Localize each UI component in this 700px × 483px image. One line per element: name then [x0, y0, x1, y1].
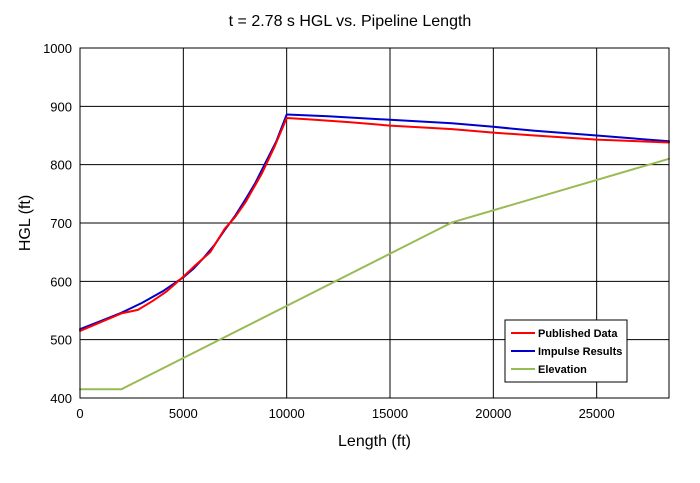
- plot-area-border: [79, 47, 670, 399]
- series-layer: [79, 113, 670, 391]
- y-tick-label-600: 600: [50, 274, 72, 289]
- x-axis-title: Length (ft): [338, 433, 411, 450]
- x-tick-label-25000: 25000: [579, 406, 615, 421]
- legend-items: Published Data Impulse Results Elevation: [511, 328, 622, 376]
- tick-labels: 0 5000 10000 15000 20000 25000 400 500 600 700 800…: [43, 41, 615, 421]
- series-line-impulse-results: [79, 113, 670, 331]
- legend-label-impulse-results: Impulse Results: [538, 346, 622, 358]
- y-tick-label-500: 500: [50, 333, 72, 348]
- series-line-published-data: [79, 117, 670, 332]
- legend-label-published-data: Published Data: [538, 328, 618, 340]
- x-tick-label-20000: 20000: [475, 406, 511, 421]
- y-tick-label-400: 400: [50, 391, 72, 406]
- y-tick-label-700: 700: [50, 216, 72, 231]
- x-tick-label-0: 0: [76, 406, 83, 421]
- y-tick-label-900: 900: [50, 99, 72, 114]
- y-tick-label-1000: 1000: [43, 41, 72, 56]
- x-tick-label-15000: 15000: [372, 406, 408, 421]
- series-line-elevation: [79, 157, 670, 391]
- legend: Published Data Impulse Results Elevation: [504, 319, 628, 383]
- y-axis-title: HGL (ft): [17, 195, 34, 251]
- chart-title: t = 2.78 s HGL vs. Pipeline Length: [229, 13, 472, 30]
- x-tick-label-5000: 5000: [169, 406, 198, 421]
- legend-label-elevation: Elevation: [538, 364, 587, 376]
- x-tick-label-10000: 10000: [269, 406, 305, 421]
- y-tick-label-800: 800: [50, 158, 72, 173]
